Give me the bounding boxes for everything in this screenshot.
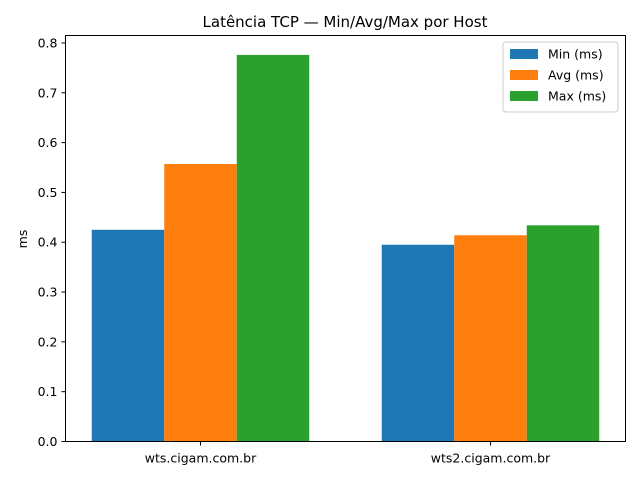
y-axis: 0.0 0.1 0.2 0.3 0.4 0.5 0.6 0.7 0.8 xyxy=(38,35,66,449)
y-axis-label: ms xyxy=(15,230,30,249)
bars xyxy=(91,54,600,442)
chart-title: Latência TCP — Min/Avg/Max por Host xyxy=(203,13,488,31)
y-tick-label: 0.0 xyxy=(38,434,58,449)
legend-label: Max (ms) xyxy=(548,89,606,104)
legend-swatch xyxy=(510,91,538,101)
bar-2-2 xyxy=(454,235,527,442)
x-tick-label: wts.cigam.com.br xyxy=(145,451,257,466)
y-tick-label: 0.1 xyxy=(38,384,58,399)
plot-frame xyxy=(65,35,626,442)
y-tick-label: 0.4 xyxy=(38,235,58,250)
y-tick-label: 0.8 xyxy=(38,35,58,50)
bar-3-2 xyxy=(526,225,600,442)
bar-1-2 xyxy=(381,244,455,442)
x-axis: wts.cigam.com.br wts2.cigam.com.br xyxy=(145,441,551,466)
bar-2-1 xyxy=(164,164,237,442)
legend-swatch xyxy=(510,70,538,80)
y-tick-label: 0.3 xyxy=(38,285,58,300)
bar-3-1 xyxy=(236,54,310,442)
y-tick-label: 0.7 xyxy=(38,85,58,100)
legend-swatch xyxy=(510,49,538,59)
y-tick-label: 0.5 xyxy=(38,185,58,200)
bar-1-1 xyxy=(91,229,165,442)
legend: Min (ms) Avg (ms) Max (ms) xyxy=(502,41,619,113)
x-tick-label: wts2.cigam.com.br xyxy=(431,451,551,466)
y-tick-label: 0.6 xyxy=(38,135,58,150)
y-tick-label: 0.2 xyxy=(38,334,58,349)
legend-label: Min (ms) xyxy=(548,47,603,62)
legend-label: Avg (ms) xyxy=(548,68,604,83)
